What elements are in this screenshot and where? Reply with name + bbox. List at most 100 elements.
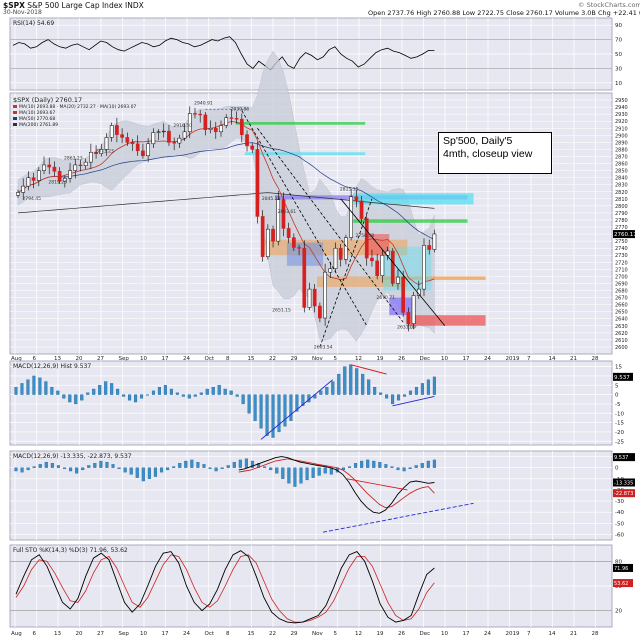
price-candle (73, 164, 78, 171)
macd-hist-bar (289, 394, 293, 421)
price-title: $SPX (Daily) 2760.17 (13, 96, 82, 104)
y-tick-label: 2920 (615, 119, 628, 125)
chart-header-left: $SPX S&P 500 Large Cap Index INDX (3, 1, 144, 10)
macd-panel-hist-bar (87, 465, 91, 468)
price-candle (52, 166, 57, 172)
macd-hist-bar (331, 381, 335, 395)
price-candle (422, 245, 426, 290)
macd-panel (9, 450, 613, 541)
price-candle (172, 142, 177, 144)
price-candle (115, 125, 119, 135)
macd-panel-hist-bar (263, 466, 267, 468)
y-tick-label: -30 (615, 499, 624, 505)
macd-panel-hist-bar (360, 460, 364, 468)
price-candle (245, 134, 249, 147)
price-label: 2819.26 (48, 179, 67, 185)
price-candle (167, 130, 171, 143)
y-tick-label: -50 (615, 521, 624, 527)
x-tick-label: 28 (592, 356, 599, 362)
x-tick-label-bottom: Nov (312, 631, 323, 637)
macd-hist-bar (175, 392, 179, 395)
price-candle (432, 233, 437, 250)
macd-hist-bar (157, 386, 162, 395)
macd-panel-hist-bar (50, 463, 54, 468)
macd-panel-hist-bar (408, 467, 412, 469)
x-tick-label: 27 (97, 356, 104, 362)
price-candle (177, 137, 182, 144)
macd-panel-hist-bar (287, 467, 291, 484)
trendline-black-down-1 (241, 110, 368, 326)
macd-hist-bar (92, 388, 96, 395)
annotation-line-2: 4mth, closeup view (443, 148, 533, 160)
macd-panel-hist-bar (117, 467, 121, 469)
y-tick-label: 2680 (615, 289, 628, 295)
y-tick-label: 2830 (615, 183, 628, 189)
price-candle (120, 134, 124, 138)
price-candle (260, 216, 265, 257)
macd-panel-hist-bar (208, 467, 212, 469)
macd-panel-hist-bar (147, 467, 151, 479)
macd-panel-hist-bar (111, 464, 115, 468)
y-tick-label: 2880 (615, 147, 628, 153)
x-tick-label: Sep (119, 356, 130, 362)
macd-hist-bar (110, 383, 114, 395)
x-tick-label: 19 (377, 356, 384, 362)
x-tick-label: 2019 (506, 356, 520, 362)
legend-swatch (13, 111, 17, 114)
price-candle (62, 178, 67, 182)
macd-panel-hist-bar (62, 467, 67, 469)
price-candle (161, 130, 166, 133)
macd-panel-hist-bar (281, 467, 285, 479)
macd-hist-panel (9, 360, 613, 446)
rsi-title: RSI(14) 54.69 (13, 20, 54, 27)
price-candle (401, 276, 406, 313)
price-label: 2803.61 (277, 209, 296, 215)
y-tick-label: 2600 (615, 345, 628, 351)
price-candle (187, 113, 192, 133)
y-tick-label: -10 (615, 411, 624, 417)
chart-date: 30-Nov-2018 (3, 9, 42, 16)
macd-hist-bar (391, 394, 395, 405)
macd-panel-hist-bar (390, 466, 394, 468)
macd-panel-hist-bar (232, 461, 236, 468)
macd-hist-bar (38, 377, 42, 395)
x-tick-label-bottom: Aug (11, 631, 22, 637)
macd-hist-bar (349, 364, 353, 395)
macd-panel-hist-bar (159, 467, 164, 473)
y-tick-label: 15 (615, 365, 622, 371)
price-candle (78, 164, 83, 167)
price-candle (109, 125, 114, 138)
macd-panel-hist-bar (220, 467, 224, 469)
macd-panel-hist-bar (14, 467, 18, 472)
y-tick-label: 2870 (615, 154, 628, 160)
price-candle (328, 268, 333, 273)
y-tick-label: 2800 (615, 204, 628, 210)
x-tick-label-bottom: Sep (119, 631, 130, 637)
macd-panel-hist-bar (214, 467, 218, 472)
macd-hist-bar (26, 379, 30, 395)
y-tick-label: 2850 (615, 169, 628, 175)
macd-hist-bar (343, 366, 347, 395)
macd-hist-bar (277, 394, 281, 433)
macd-panel-hist-bar (105, 461, 109, 468)
price-candle (229, 117, 234, 119)
macd-hist-bar (271, 394, 275, 438)
divergence-line-blue-1 (260, 379, 334, 440)
annotation-box: Sp'500, Daily'5 4mth, closeup view (438, 132, 552, 174)
y-tick-label: 2720 (615, 260, 628, 266)
price-candle (364, 218, 369, 259)
y-tick-label: 2950 (615, 98, 628, 104)
macd-panel-hist-bar (56, 465, 60, 468)
price-candle (427, 245, 432, 250)
price-candle (141, 150, 145, 157)
ma200-line (17, 192, 435, 214)
macd-panel-hist-bar (129, 467, 133, 475)
y-tick-label: 2710 (615, 267, 628, 273)
y-tick-label: 2790 (615, 211, 628, 217)
macd-signal-line (238, 458, 435, 509)
macd-panel-hist-bar (196, 461, 200, 468)
index-name: S&P 500 Large Cap Index (27, 1, 123, 10)
price-candle (182, 131, 187, 139)
macd-hist-bar (80, 394, 84, 401)
